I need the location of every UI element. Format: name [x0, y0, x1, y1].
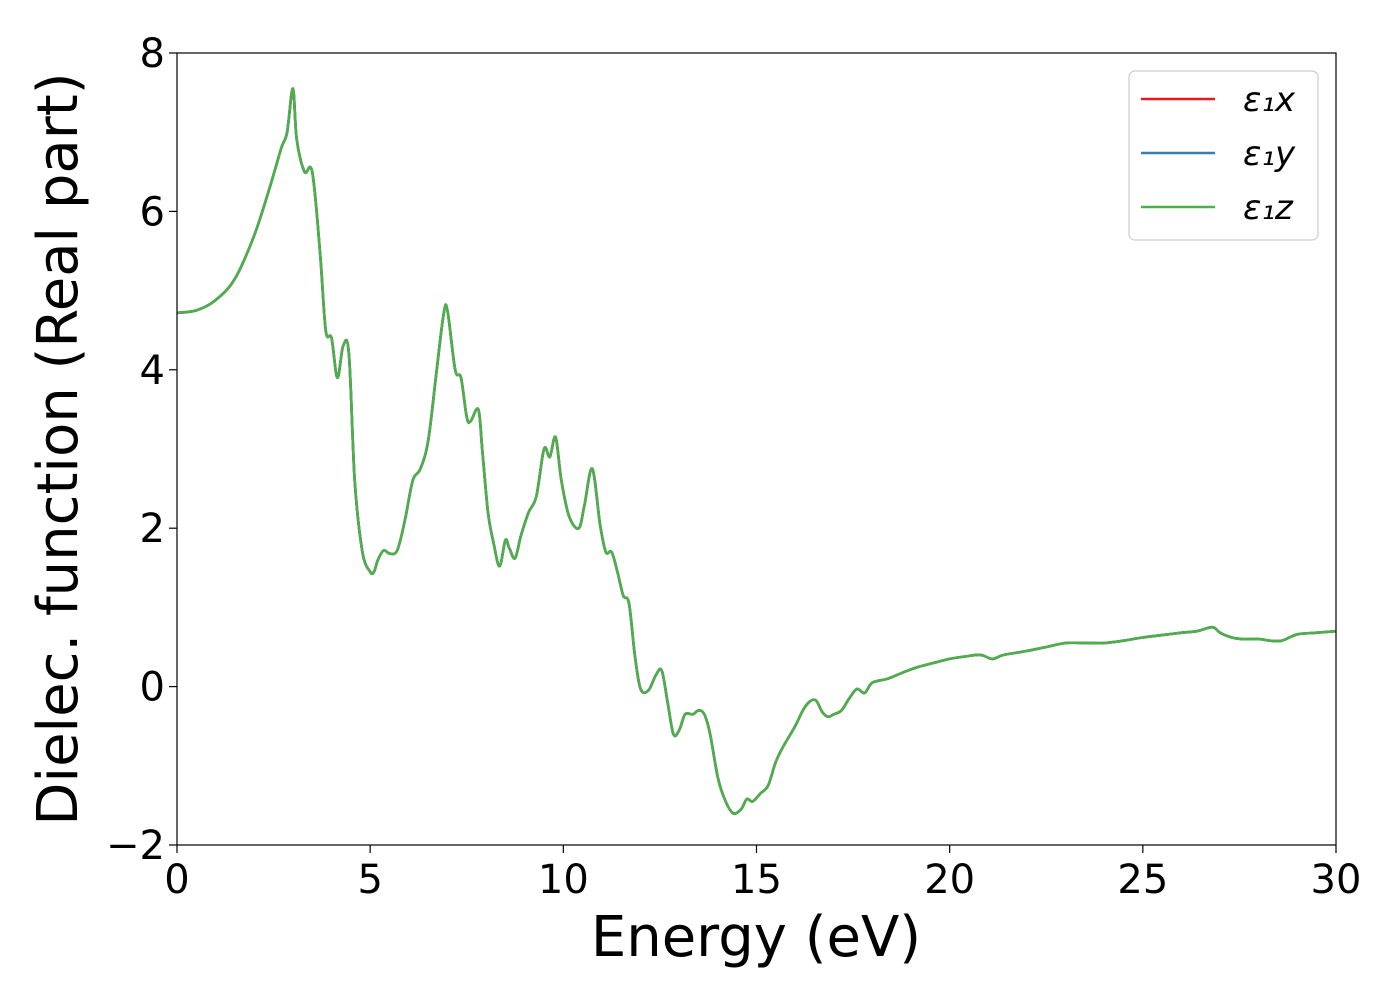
- legend-box: [1128, 70, 1319, 241]
- x-axis-title: Energy (eV): [591, 905, 921, 970]
- y-tick-label: 2: [140, 506, 165, 552]
- x-tick-label: 25: [1117, 857, 1168, 903]
- series-line-e1z: [176, 87, 1337, 815]
- y-axis: −2 0 2 4 6 8: [106, 31, 177, 869]
- legend: ε₁x ε₁y ε₁z: [1128, 70, 1319, 241]
- x-tick-label: 20: [924, 857, 975, 903]
- legend-label-e1y: ε₁y: [1243, 134, 1296, 174]
- x-axis: 0 5 10 15 20 25 30: [164, 845, 1361, 903]
- x-tick-label: 0: [164, 857, 189, 903]
- x-tick-label: 30: [1311, 857, 1362, 903]
- y-tick-label: 4: [140, 348, 165, 394]
- y-tick-label: 8: [140, 31, 165, 77]
- series-layer: [176, 87, 1337, 815]
- x-tick-label: 5: [357, 857, 382, 903]
- x-tick-label: 15: [731, 857, 782, 903]
- y-tick-label: −2: [106, 823, 165, 869]
- legend-label-e1z: ε₁z: [1243, 188, 1294, 228]
- x-tick-label: 10: [538, 857, 589, 903]
- y-tick-label: 6: [140, 189, 165, 235]
- legend-label-e1x: ε₁x: [1243, 80, 1296, 120]
- y-axis-title: Dielec. function (Real part): [26, 72, 91, 825]
- y-tick-label: 0: [140, 665, 165, 711]
